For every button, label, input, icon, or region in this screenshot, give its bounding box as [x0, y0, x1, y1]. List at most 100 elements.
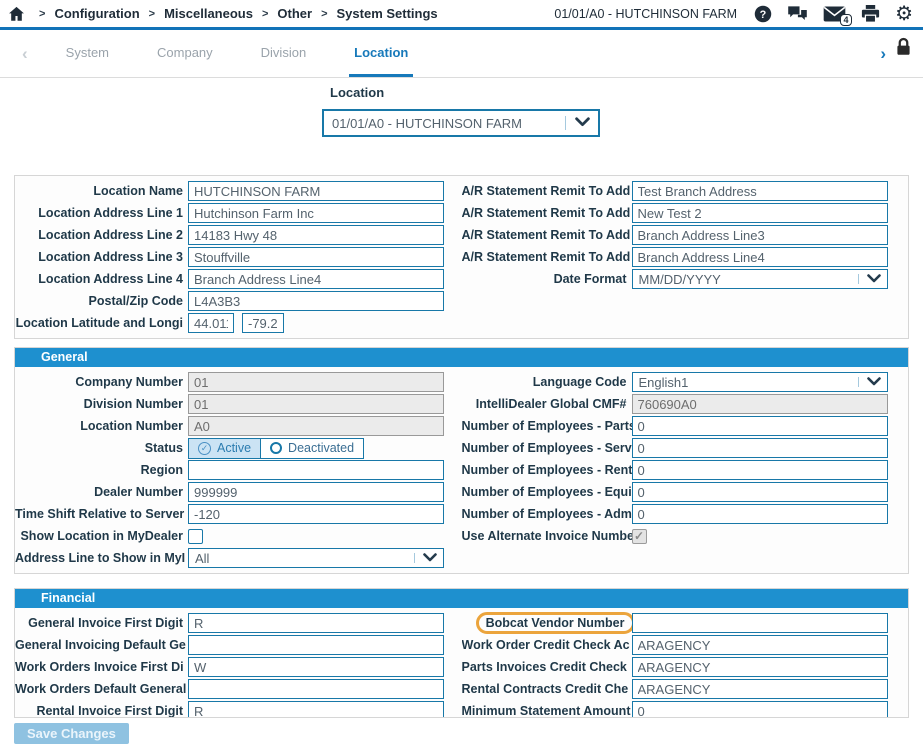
show-location-in-mydealer-checkbox[interactable] — [188, 528, 203, 544]
dealer-number-input[interactable] — [188, 482, 444, 502]
bobcat-vendor-number-input[interactable] — [631, 613, 888, 633]
location-address-line-4-label: Location Address Line 4 — [38, 272, 183, 286]
dropdown-separator — [857, 377, 859, 387]
chevron-left-icon[interactable]: ‹ — [22, 43, 28, 63]
form-row-minimum-statement-amount: Minimum Statement Amount — [461, 700, 909, 718]
minimum-statement-amount-label: Minimum Statement Amount — [461, 704, 631, 718]
work-orders-invoice-first-di-input[interactable] — [188, 657, 444, 677]
tab-division[interactable]: Division — [260, 44, 307, 60]
language-code-dropdown[interactable]: English1 — [631, 372, 888, 392]
form-row-number-of-employees-adm: Number of Employees - Adm — [462, 503, 909, 525]
save-changes-button[interactable]: Save Changes — [14, 723, 129, 744]
tab-location[interactable]: Location — [349, 30, 414, 77]
location-address-line-1-input[interactable] — [188, 203, 444, 223]
postal-zip-code-input[interactable] — [188, 291, 444, 311]
print-icon[interactable] — [861, 4, 880, 23]
breadcrumb: > Configuration > Miscellaneous > Other … — [25, 6, 438, 21]
settings-gear-icon[interactable]: ⚙ — [895, 2, 913, 25]
postal-zip-code-label: Postal/Zip Code — [88, 294, 183, 308]
chevron-right-icon[interactable]: › — [880, 43, 886, 63]
work-order-credit-check-ac-input[interactable] — [631, 635, 888, 655]
help-icon[interactable]: ? — [754, 5, 772, 23]
mail-count-badge: 4 — [840, 13, 853, 26]
number-of-employees-equi-input[interactable] — [631, 482, 888, 502]
breadcrumb-item[interactable]: Miscellaneous — [164, 6, 253, 21]
number-of-employees-equi-label: Number of Employees - Equi — [461, 485, 632, 499]
a-r-statement-remit-to-add-input[interactable] — [631, 225, 888, 245]
time-shift-relative-to-server-input[interactable] — [188, 504, 444, 524]
date-format-value: MM/DD/YYYY — [638, 271, 721, 287]
breadcrumb-item[interactable]: Configuration — [54, 6, 140, 21]
number-of-employees-serv-input[interactable] — [631, 438, 888, 458]
home-icon[interactable] — [8, 6, 25, 22]
general-invoice-first-digit-input[interactable] — [188, 613, 444, 633]
address-line-to-show-in-myi-dropdown[interactable]: All — [188, 548, 444, 568]
status-option-deactivated[interactable]: Deactivated — [260, 438, 363, 458]
form-row-a-r-statement-remit-to-add: A/R Statement Remit To Add — [462, 246, 909, 268]
chat-icon[interactable] — [787, 5, 808, 23]
breadcrumb-item[interactable]: Other — [277, 6, 313, 21]
number-of-employees-rent-input[interactable] — [631, 460, 888, 480]
settings-tab-bar: ‹ System Company Division Location › — [0, 30, 923, 78]
location-address-line-3-input[interactable] — [188, 247, 444, 267]
location-address-line-4-input[interactable] — [188, 269, 444, 289]
location-selector-value: 01/01/A0 - HUTCHINSON FARM — [332, 115, 522, 131]
current-account-label: 01/01/A0 - HUTCHINSON FARM — [554, 6, 738, 21]
form-row-location-address-line-4: Location Address Line 4 — [15, 268, 462, 290]
division-number-input — [188, 394, 444, 414]
division-number-label: Division Number — [83, 397, 183, 411]
parts-invoices-credit-check-input[interactable] — [631, 657, 888, 677]
language-code-label: Language Code — [532, 375, 627, 389]
svg-text:?: ? — [760, 8, 767, 20]
longitude-input[interactable] — [242, 313, 284, 333]
a-r-statement-remit-to-add-label: A/R Statement Remit To Add — [461, 184, 631, 198]
show-location-in-mydealer-label: Show Location in MyDealer — [20, 529, 183, 543]
a-r-statement-remit-to-add-input[interactable] — [631, 247, 888, 267]
location-name-input[interactable] — [188, 181, 444, 201]
number-of-employees-parts-input[interactable] — [631, 416, 888, 436]
general-invoicing-default-ge-input[interactable] — [188, 635, 444, 655]
minimum-statement-amount-input[interactable] — [631, 701, 888, 717]
location-address-line-2-input[interactable] — [188, 225, 444, 245]
a-r-statement-remit-to-add-input[interactable] — [631, 181, 888, 201]
latitude-input[interactable] — [188, 313, 234, 333]
tab-system[interactable]: System — [65, 44, 110, 60]
form-row-time-shift-relative-to-server: Time Shift Relative to Server — [15, 503, 462, 525]
form-sections: Location Name Location Address Line 1 Loca… — [0, 175, 923, 718]
company-number-input — [188, 372, 444, 392]
form-row-region: Region — [15, 459, 462, 481]
region-input[interactable] — [188, 460, 444, 480]
form-row-location-name: Location Name — [15, 180, 462, 202]
section-location-info: Location Name Location Address Line 1 Loca… — [14, 175, 909, 339]
form-row-rental-contracts-credit-che: Rental Contracts Credit Che — [462, 678, 909, 700]
work-orders-default-general-input[interactable] — [188, 679, 444, 699]
form-row-general-invoicing-default-ge: General Invoicing Default Ge — [15, 634, 462, 656]
number-of-employees-adm-input[interactable] — [631, 504, 888, 524]
location-latitude-and-longi-label: Location Latitude and Longi — [15, 316, 183, 330]
tab-company[interactable]: Company — [157, 44, 213, 60]
mail-icon[interactable]: 4 — [823, 5, 853, 26]
location-selector-dropdown[interactable]: 01/01/A0 - HUTCHINSON FARM — [322, 109, 600, 137]
breadcrumb-item[interactable]: System Settings — [336, 6, 438, 21]
rental-invoice-first-digit-input[interactable] — [188, 701, 444, 717]
form-row-address-line-to-show-in-myi: Address Line to Show in MyI All — [15, 547, 462, 569]
number-of-employees-parts-label: Number of Employees - Parts — [461, 419, 632, 433]
chevron-down-icon — [866, 373, 881, 391]
location-number-input — [188, 416, 444, 436]
region-label: Region — [140, 463, 183, 477]
section-title: General — [15, 348, 908, 367]
form-row-date-format: Date Format MM/DD/YYYY — [462, 268, 909, 290]
status-option-active[interactable]: ✓ Active — [189, 438, 261, 458]
form-row-work-order-credit-check-ac: Work Order Credit Check Ac — [462, 634, 909, 656]
date-format-dropdown[interactable]: MM/DD/YYYY — [631, 269, 888, 289]
lock-icon[interactable] — [896, 37, 911, 61]
rental-contracts-credit-che-input[interactable] — [631, 679, 888, 699]
form-row-division-number: Division Number — [15, 393, 462, 415]
form-row-intellidealer-global-cmf: IntelliDealer Global CMF# — [462, 393, 909, 415]
date-format-label: Date Format — [553, 272, 627, 286]
location-address-line-3-label: Location Address Line 3 — [38, 250, 183, 264]
status-radio-group: ✓ Active Deactivated — [188, 437, 365, 459]
form-row-a-r-statement-remit-to-add: A/R Statement Remit To Add — [462, 202, 909, 224]
a-r-statement-remit-to-add-input[interactable] — [631, 203, 888, 223]
form-row-number-of-employees-serv: Number of Employees - Serv — [462, 437, 909, 459]
